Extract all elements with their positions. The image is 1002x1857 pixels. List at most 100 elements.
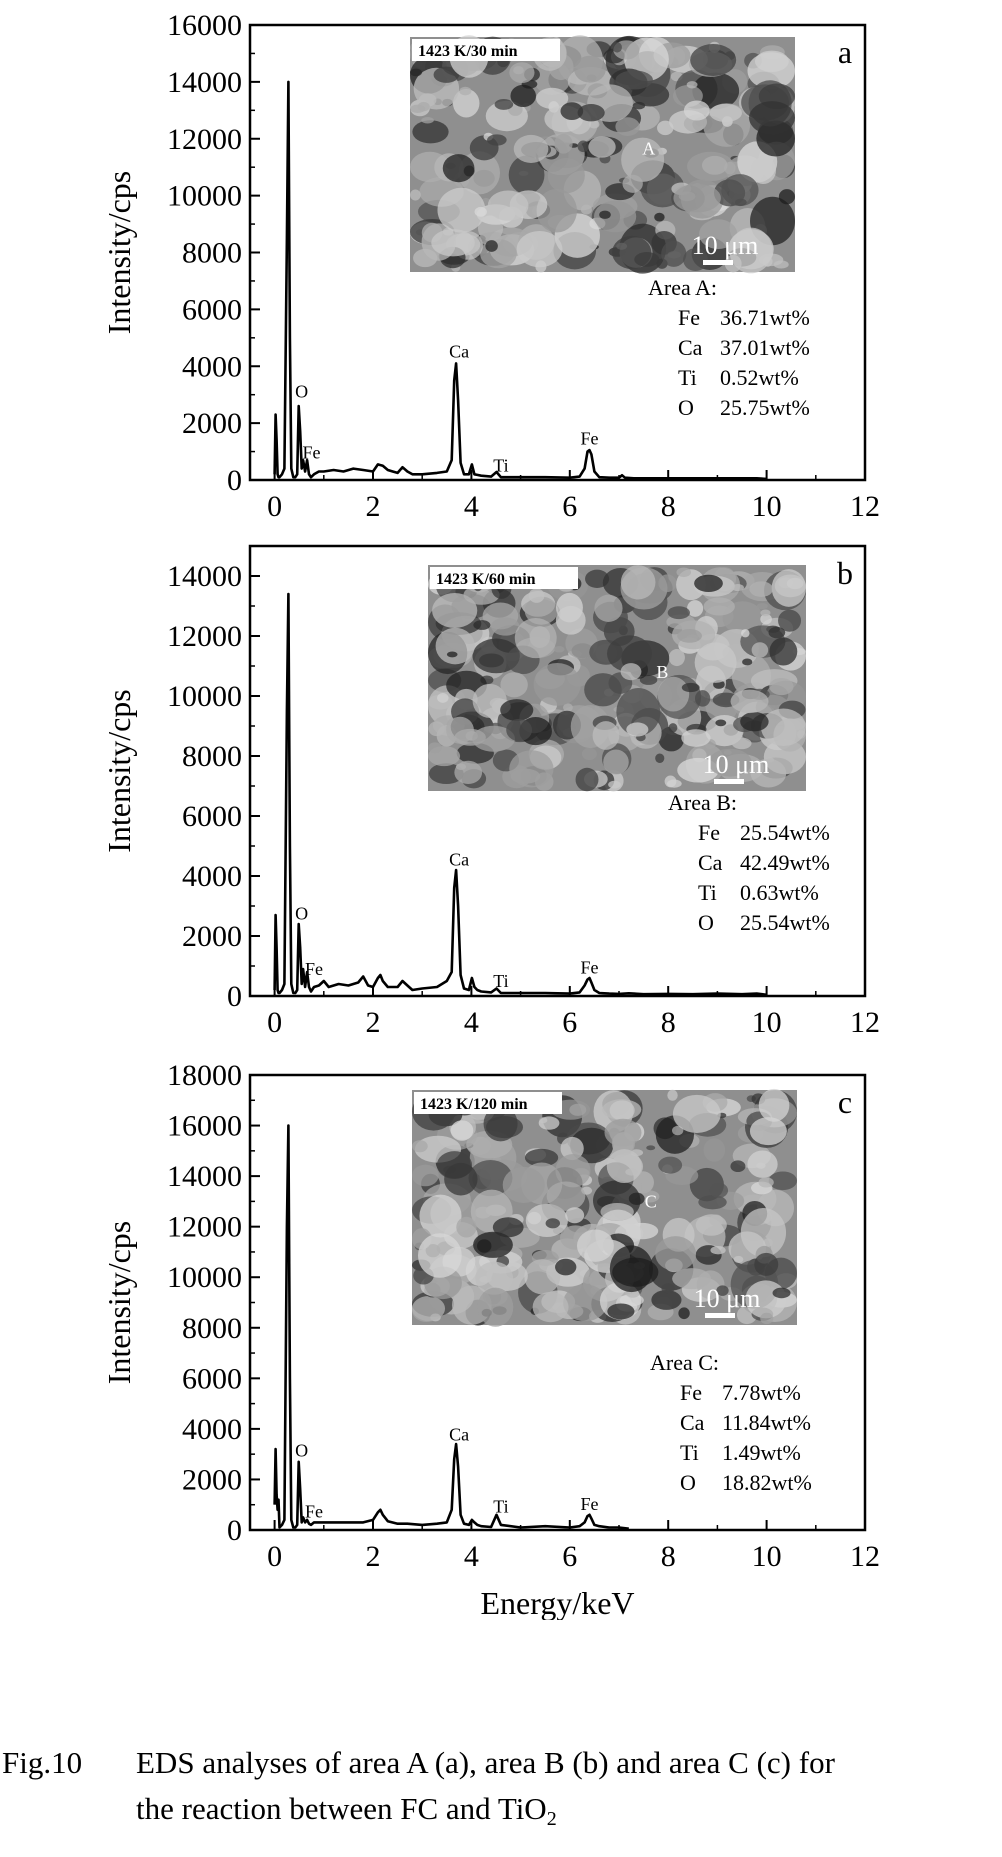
micrograph-grain bbox=[609, 1100, 635, 1121]
micrograph-grain bbox=[661, 1283, 675, 1294]
micrograph-grain bbox=[565, 1207, 585, 1224]
inset-tag-box bbox=[414, 1092, 562, 1114]
peak-label-ca: Ca bbox=[449, 1424, 469, 1444]
y-tick-label: 6000 bbox=[182, 293, 242, 326]
peak-label-fe: Fe bbox=[305, 1501, 323, 1521]
micrograph-grain bbox=[536, 188, 577, 233]
micrograph-grain bbox=[516, 231, 563, 268]
composition-title: Area C: bbox=[650, 1350, 719, 1375]
micrograph-grain bbox=[749, 101, 795, 135]
y-tick-label: 0 bbox=[227, 980, 242, 1013]
micrograph-grain bbox=[694, 690, 711, 707]
micrograph-grain bbox=[681, 682, 700, 693]
micrograph-grain bbox=[412, 1164, 439, 1187]
micrograph-grain bbox=[446, 716, 474, 744]
micrograph-grain bbox=[733, 1255, 744, 1263]
micrograph-grain bbox=[555, 605, 586, 635]
peak-labels: O Fe Ca Ti Fe bbox=[295, 1424, 598, 1521]
y-tick-label: 4000 bbox=[182, 860, 242, 893]
micrograph-grain bbox=[677, 628, 703, 643]
eds-figure: 0 2 4 6 8 10 120200040006000800010000120001400… bbox=[101, 9, 880, 1620]
micrograph-grain bbox=[760, 609, 771, 617]
inset-condition-tag: 1423 K/60 min bbox=[436, 571, 536, 588]
micrograph-grain bbox=[749, 1117, 787, 1146]
plot-frame bbox=[248, 544, 867, 998]
micrograph-grain bbox=[592, 721, 620, 750]
eds-panel-c: 0 2 4 6 8 10 12 0 2000 4000 6000 8000 10000 12000 1400… bbox=[101, 1059, 880, 1620]
micrograph-grain bbox=[769, 637, 798, 666]
micrograph-grain bbox=[500, 699, 534, 721]
micrograph-grain bbox=[616, 688, 661, 736]
micrograph-grain bbox=[730, 689, 769, 714]
micrograph-grain bbox=[778, 609, 802, 632]
micrograph-grain bbox=[563, 1284, 608, 1322]
micrograph-grain bbox=[639, 1190, 660, 1203]
area-marker: C bbox=[645, 1192, 657, 1212]
composition-value: 11.84wt% bbox=[722, 1410, 811, 1435]
micrograph-grain bbox=[574, 55, 606, 83]
y-tick-label: 14000 bbox=[167, 66, 242, 99]
composition-element: O bbox=[678, 395, 694, 420]
composition-value: 18.82wt% bbox=[722, 1470, 812, 1495]
micrograph-grain bbox=[661, 240, 687, 267]
micrograph-grain bbox=[758, 1177, 774, 1188]
micrograph-grain bbox=[593, 200, 637, 233]
micrograph-grain bbox=[472, 683, 507, 718]
micrograph-grain bbox=[428, 742, 442, 754]
composition-element: Fe bbox=[680, 1380, 702, 1405]
sem-micrograph: 1423 K/30 min A 10 μm bbox=[410, 35, 796, 274]
micrograph-grain bbox=[412, 120, 449, 144]
composition-value: 25.54wt% bbox=[740, 820, 830, 845]
x-axis-label: Energy/keV bbox=[480, 1585, 634, 1620]
micrograph-grain bbox=[485, 100, 528, 132]
peak-label-fe: Fe bbox=[580, 1494, 598, 1514]
micrograph-grain bbox=[699, 219, 738, 249]
micrograph-grain bbox=[742, 658, 753, 666]
micrograph-grain bbox=[437, 187, 486, 233]
composition-title: Area B: bbox=[668, 790, 737, 815]
micrograph-grain bbox=[454, 760, 483, 785]
micrograph-grain bbox=[768, 626, 786, 639]
micrograph-grain bbox=[437, 693, 449, 703]
y-tick-label: 8000 bbox=[182, 237, 242, 270]
micrograph-grain bbox=[668, 723, 678, 733]
micrograph-grain bbox=[633, 1261, 646, 1270]
peak-label-o: O bbox=[295, 1441, 308, 1461]
composition-element: Ca bbox=[678, 335, 703, 360]
area-marker: B bbox=[656, 662, 668, 682]
x-tick-label: 12 bbox=[850, 490, 880, 523]
micrograph-grain bbox=[758, 1088, 790, 1122]
composition-title: Area A: bbox=[648, 275, 717, 300]
composition-table: Area C: Fe 7.78wt% Ca 11.84wt% Ti 1.49wt% O 18.8… bbox=[650, 1350, 812, 1495]
micrograph-grain bbox=[621, 137, 665, 182]
micrograph-grain bbox=[594, 594, 623, 622]
micrograph-grain bbox=[599, 210, 611, 219]
y-tick-label: 12000 bbox=[167, 620, 242, 653]
micrograph-grain bbox=[615, 70, 653, 90]
composition-element: Ca bbox=[698, 850, 723, 875]
micrograph-grain bbox=[435, 627, 475, 665]
micrograph-grain bbox=[672, 1268, 711, 1290]
y-tick-label: 4000 bbox=[182, 1413, 242, 1446]
micrograph-grain bbox=[678, 191, 696, 202]
micrograph-grain bbox=[487, 134, 507, 146]
peak-labels: O Fe Ca Ti Fe bbox=[295, 342, 598, 476]
panel-label: b bbox=[837, 555, 853, 591]
micrograph-grain bbox=[612, 235, 652, 269]
micrograph-grain bbox=[421, 116, 434, 124]
micrograph-grain bbox=[639, 675, 658, 685]
x-tick-label: 0 bbox=[267, 1540, 282, 1573]
micrograph-grain bbox=[560, 1136, 584, 1161]
micrograph-grain bbox=[492, 1217, 524, 1238]
y-tick-label: 16000 bbox=[167, 9, 242, 42]
micrograph-grain bbox=[683, 248, 708, 272]
y-tick-label: 10000 bbox=[167, 680, 242, 713]
x-tick-label: 0 bbox=[267, 1006, 282, 1039]
micrograph-grain bbox=[715, 719, 727, 727]
micrograph-grain bbox=[740, 1208, 787, 1258]
micrograph-grain bbox=[698, 1195, 727, 1210]
micrograph-grain bbox=[710, 1246, 726, 1255]
micrograph-grain bbox=[731, 584, 744, 592]
micrograph-grain bbox=[769, 677, 794, 696]
micrograph-grain bbox=[428, 763, 464, 785]
